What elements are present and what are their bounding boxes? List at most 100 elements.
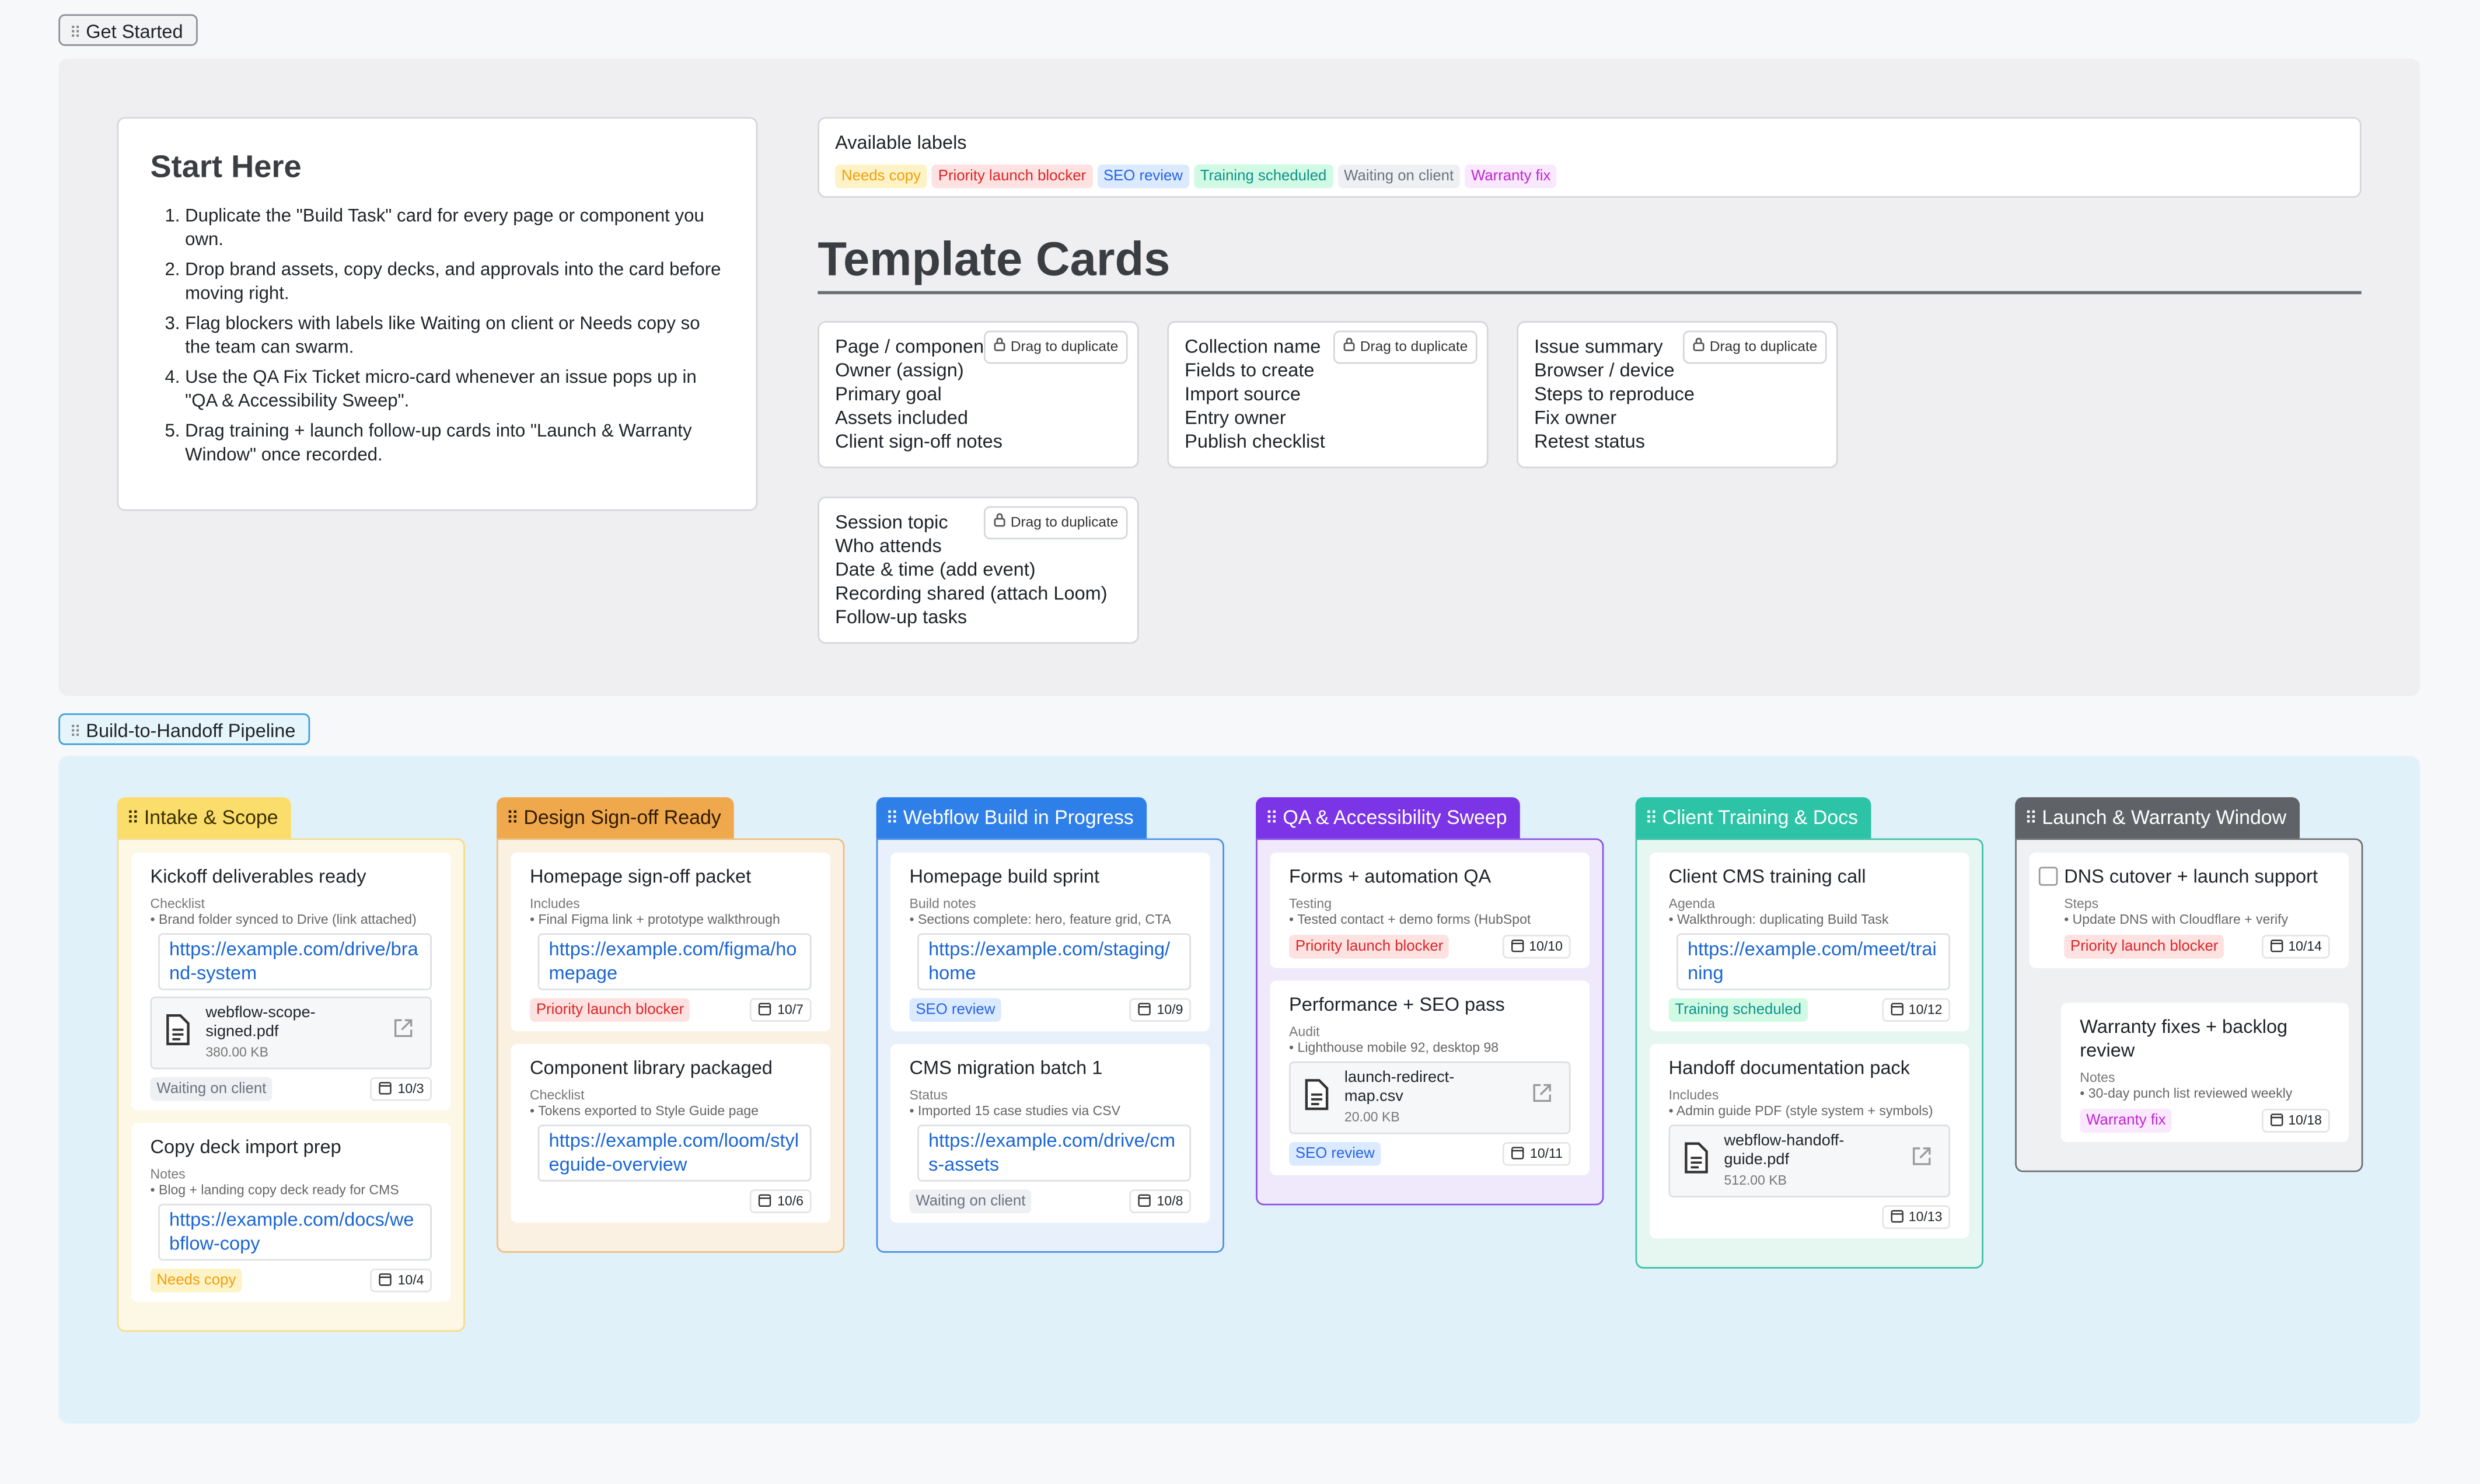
checkbox[interactable] xyxy=(2038,867,2058,886)
template-line: Entry owner xyxy=(1185,406,1286,429)
template-card[interactable]: Collection name Fields to create Import so… xyxy=(1167,321,1489,469)
card-footer: SEO review 10/9 xyxy=(909,997,1192,1022)
date-text: 10/10 xyxy=(1529,938,1563,954)
drag-button[interactable]: Drag to duplicate xyxy=(1682,330,1827,364)
card-note: • Imported 15 case studies via CSV xyxy=(909,1102,1121,1119)
labels-row: Needs copy Priority launch blocker SEO rev… xyxy=(835,160,2344,188)
file-attachment[interactable]: launch-redirect-map.csv 20.00 KB xyxy=(1289,1061,1571,1134)
task-card[interactable]: CMS migration batch 1 Status • Imported 15… xyxy=(890,1043,1210,1223)
column: Client Training & Docs Client CMS trainin… xyxy=(1635,797,1983,1269)
steps-list: Duplicate the "Build Task" card for ever… xyxy=(150,205,724,468)
template-line: Primary goal xyxy=(835,382,942,405)
card-link[interactable]: https://example.com/drive/brand-system xyxy=(158,933,432,990)
drag-button[interactable]: Drag to duplicate xyxy=(983,330,1128,364)
card-footer: Waiting on client 10/8 xyxy=(909,1188,1192,1213)
card-note: • Final Figma link + prototype walkthrou… xyxy=(530,911,780,927)
template-cards-title: Template Cards xyxy=(818,234,2362,295)
card-link[interactable]: https://example.com/meet/training xyxy=(1676,933,1951,990)
template-card[interactable]: Page / componen Owner (assign) Primary goa… xyxy=(818,321,1139,469)
card-link[interactable]: https://example.com/docs/webflow-copy xyxy=(158,1203,432,1261)
template-line: Steps to reproduce xyxy=(1534,382,1695,405)
card-section: Testing xyxy=(1289,895,1332,912)
file-icon xyxy=(1680,1140,1711,1182)
file-size: 512.00 KB xyxy=(1724,1172,1787,1188)
drag-button[interactable]: Drag to duplicate xyxy=(1333,330,1477,364)
card-title: Performance + SEO pass xyxy=(1289,993,1505,1016)
label-chip: Priority launch blocker xyxy=(931,164,1092,188)
template-card[interactable]: Issue summary Browser / device Steps to re… xyxy=(1517,321,1838,469)
file-attachment[interactable]: webflow-scope-signed.pdf 380.00 KB xyxy=(150,996,432,1070)
column-header[interactable]: Design Sign-off Ready xyxy=(497,797,734,839)
task-card[interactable]: DNS cutover + launch support Steps • Updat… xyxy=(2029,852,2349,968)
template-line: Follow-up tasks xyxy=(835,606,967,628)
task-card[interactable]: Kickoff deliverables ready Checklist • Bra… xyxy=(131,852,451,1111)
file-info: webflow-scope-signed.pdf 380.00 KB xyxy=(205,1004,348,1062)
template-line: Page / componen xyxy=(835,335,984,358)
column-header[interactable]: Intake & Scope xyxy=(117,797,291,839)
calendar-icon xyxy=(1889,1207,1903,1225)
due-date: 10/10 xyxy=(1502,934,1571,958)
column-header[interactable]: Launch & Warranty Window xyxy=(2015,797,2299,839)
labels-title: Available labels xyxy=(835,131,967,153)
frame-tab[interactable]: Build-to-Handoff Pipeline xyxy=(58,713,310,745)
card-note: • Brand folder synced to Drive (link att… xyxy=(150,911,417,927)
card-note: • Sections complete: hero, feature grid,… xyxy=(909,911,1171,927)
card-title: Forms + automation QA xyxy=(1289,865,1492,888)
label-chip: Priority launch blocker xyxy=(2064,934,2225,958)
card-note: • Update DNS with Cloudflare + verify xyxy=(2064,911,2289,927)
due-date: 10/12 xyxy=(1881,997,1951,1021)
task-card[interactable]: Homepage build sprint Build notes • Sectio… xyxy=(890,852,1210,1032)
drag-text: Drag to duplicate xyxy=(1010,514,1119,530)
step: Use the QA Fix Ticket micro-card wheneve… xyxy=(185,367,724,414)
card-note: • Tested contact + demo forms (HubSpot xyxy=(1289,911,1531,927)
card-link[interactable]: https://example.com/staging/home xyxy=(917,933,1192,990)
task-card[interactable]: Client CMS training call Agenda • Walkthro… xyxy=(1650,852,1969,1032)
column: Design Sign-off Ready Homepage sign-off p… xyxy=(497,797,845,1253)
task-card[interactable]: Warranty fixes + backlog review Notes • 30… xyxy=(2060,1003,2349,1142)
step: Duplicate the "Build Task" card for ever… xyxy=(185,205,724,253)
task-card[interactable]: Component library packaged Checklist • Tok… xyxy=(511,1043,831,1223)
card-section: Notes xyxy=(150,1165,186,1182)
template-line: Recording shared (attach Loom) xyxy=(835,582,1108,605)
task-card[interactable]: Handoff documentation pack Includes • Admi… xyxy=(1650,1043,1969,1239)
card-link[interactable]: https://example.com/drive/cms-assets xyxy=(917,1125,1192,1182)
calendar-icon xyxy=(1511,1144,1525,1162)
task-card[interactable]: Performance + SEO pass Audit • Lighthouse … xyxy=(1270,980,1590,1175)
date-text: 10/4 xyxy=(397,1272,424,1288)
date-text: 10/3 xyxy=(397,1080,424,1097)
drag-text: Drag to duplicate xyxy=(1360,338,1468,355)
card-link[interactable]: https://example.com/figma/homepage xyxy=(537,933,812,990)
card-section: Status xyxy=(909,1087,948,1103)
start-here-card: Start Here Duplicate the "Build Task" ca… xyxy=(117,117,758,511)
calendar-icon xyxy=(1510,937,1524,955)
column-header[interactable]: Webflow Build in Progress xyxy=(876,797,1147,839)
template-card[interactable]: Session topic Who attends Date & time (add… xyxy=(818,497,1139,644)
drag-button[interactable]: Drag to duplicate xyxy=(983,506,1128,540)
file-info: webflow-handoff-guide.pdf 512.00 KB xyxy=(1724,1133,1866,1190)
due-date: 10/3 xyxy=(371,1076,432,1101)
due-date: 10/18 xyxy=(2261,1108,2330,1132)
task-card[interactable]: Forms + automation QA Testing • Tested con… xyxy=(1270,852,1590,968)
file-info: launch-redirect-map.csv 20.00 KB xyxy=(1344,1069,1487,1126)
card-link[interactable]: https://example.com/loom/styleguide-over… xyxy=(537,1125,812,1182)
column-header[interactable]: QA & Accessibility Sweep xyxy=(1256,797,1520,839)
drag-text: Drag to duplicate xyxy=(1010,338,1119,355)
card-footer: Needs copy 10/4 xyxy=(150,1267,432,1292)
date-text: 10/12 xyxy=(1908,1001,1943,1017)
card-title: Homepage sign-off packet xyxy=(530,865,752,888)
card-title: Component library packaged xyxy=(530,1056,773,1079)
card-title: CMS migration batch 1 xyxy=(909,1056,1103,1079)
card-note: • Blog + landing copy deck ready for CMS xyxy=(150,1181,399,1197)
card-note: • 30-day punch list reviewed weekly xyxy=(2080,1085,2293,1101)
date-text: 10/18 xyxy=(2288,1112,2322,1128)
file-icon xyxy=(161,1011,193,1054)
task-card[interactable]: Homepage sign-off packet Includes • Final … xyxy=(511,852,831,1032)
column-header[interactable]: Client Training & Docs xyxy=(1635,797,1871,839)
file-attachment[interactable]: webflow-handoff-guide.pdf 512.00 KB xyxy=(1668,1125,1951,1197)
label-chip: Training scheduled xyxy=(1668,997,1808,1021)
task-card[interactable]: Copy deck import prep Notes • Blog + landi… xyxy=(131,1123,451,1302)
frame-tab[interactable]: Get Started xyxy=(58,14,198,46)
template-line: Session topic xyxy=(835,511,948,533)
due-date: 10/13 xyxy=(1881,1204,1951,1228)
